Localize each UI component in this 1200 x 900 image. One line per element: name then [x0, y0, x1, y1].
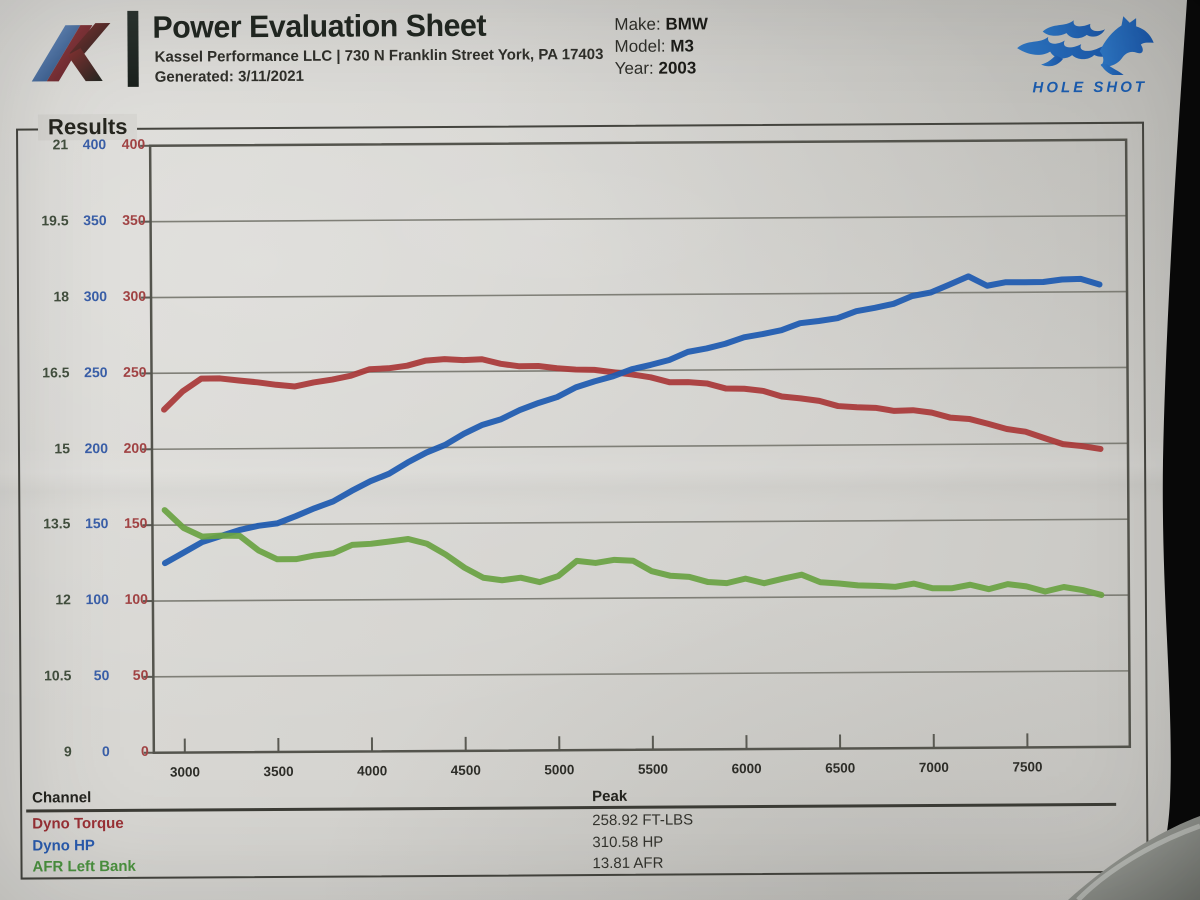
gridline	[151, 442, 1128, 451]
x-axis-tick-label: 4500	[450, 762, 481, 778]
y-axis-tick-row: 13.5 150 150	[34, 515, 148, 532]
holeshot-brand: HOLE SHOT	[999, 10, 1180, 96]
afr-axis-tick-label: 18	[53, 288, 70, 305]
y-axis-tick-row: 18 300 300	[33, 288, 147, 305]
torque-curve	[161, 356, 1104, 452]
afr-axis-tick-label: 9	[63, 743, 72, 760]
torque-axis-tick-label: 50	[132, 666, 149, 683]
vehicle-year-line: Year: 2003	[614, 58, 697, 78]
y-axis-tick-row: 9 0 0	[36, 743, 150, 760]
gridline	[152, 594, 1129, 602]
hp-axis-tick-label: 100	[85, 591, 109, 608]
afr-axis-tick-label: 16.5	[42, 363, 70, 381]
x-axis-tick-label: 3000	[169, 764, 201, 780]
hp-axis-tick-label: 250	[84, 363, 108, 380]
torque-axis-tick-label: 400	[121, 135, 146, 152]
hp-axis-tick-label: 200	[84, 439, 109, 456]
hp-axis-tick-label: 300	[83, 287, 108, 304]
x-axis-tick-label: 5500	[637, 761, 669, 777]
x-axis-tick-label: 6000	[731, 761, 762, 777]
generated-date-line: Generated: 3/11/2021	[154, 67, 305, 86]
hp-axis-tick-label: 0	[101, 743, 110, 760]
table-channel-header: Channel	[32, 789, 92, 807]
y-axis-tick-row: 19.5 350 350	[33, 212, 147, 229]
y-axis-tick-row: 12 100 100	[35, 591, 149, 608]
kassel-k-logo	[31, 22, 111, 82]
y-axis-tick-row: 15 200 200	[34, 439, 148, 456]
x-axis-tick-label: 7000	[918, 759, 949, 776]
channel-label: AFR Left Bank	[32, 857, 136, 876]
afr-axis-tick-label: 15	[54, 439, 71, 456]
afr-curve	[161, 507, 1105, 598]
x-axis-tick-label: 6500	[825, 760, 856, 776]
x-axis-labels: 3000 3500 4000 4500 5000 5500 6000 6500 7000 7500	[0, 0, 1197, 779]
y-axis-labels: 21 400 400 19.5 350 350 18 300 300 16.5 250 250 15 20…	[0, 0, 1197, 760]
table-peak-header: Peak	[592, 787, 628, 806]
x-axis-tick-label: 3500	[263, 763, 294, 780]
hp-axis-tick-label: 400	[82, 136, 107, 153]
hp-curve	[161, 273, 1103, 567]
page-title: Power Evaluation Sheet	[152, 7, 487, 45]
afr-axis-tick-label: 19.5	[41, 212, 69, 229]
channel-label: Dyno HP	[32, 837, 95, 855]
gridline	[151, 290, 1128, 299]
vehicle-info: Make: BMW Model: M3 Year: 2003	[614, 13, 708, 80]
x-axis-tick-label: 4000	[357, 763, 388, 779]
afr-axis-tick-label: 13.5	[43, 515, 71, 532]
header-divider-bar	[127, 10, 139, 87]
company-address-line: Kassel Performance LLC | 730 N Franklin …	[154, 45, 604, 66]
peak-value: 13.81 AFR	[592, 854, 664, 873]
vehicle-make-line: Make: BMW	[614, 14, 708, 34]
peak-table-rows: Dyno Torque 258.92 FT-LBS Dyno HP 310.58 HP…	[0, 0, 1197, 875]
holeshot-brand-name: HOLE SHOT	[1032, 78, 1148, 97]
torque-axis-tick-label: 250	[123, 363, 147, 380]
dyno-chart	[140, 138, 1132, 755]
gridline	[150, 214, 1127, 223]
peak-value: 310.58 HP	[592, 833, 664, 852]
gridline	[152, 518, 1129, 526]
y-axis-tick-row: 16.5 250 250	[33, 363, 147, 380]
hp-axis-tick-label: 50	[93, 667, 110, 684]
torque-axis-tick-label: 0	[140, 742, 149, 759]
torque-axis-tick-label: 350	[122, 211, 146, 228]
hp-axis-tick-label: 350	[83, 211, 107, 229]
channel-label: Dyno Torque	[32, 814, 124, 833]
holeshot-horse-logo	[1017, 16, 1154, 76]
afr-axis-tick-label: 12	[55, 591, 71, 608]
hp-axis-tick-label: 150	[85, 515, 109, 532]
afr-axis-tick-label: 10.5	[44, 667, 72, 684]
gridline	[153, 670, 1130, 678]
torque-axis-tick-label: 100	[124, 591, 148, 608]
afr-axis-tick-label: 21	[52, 136, 69, 153]
y-axis-tick-row: 21 400 400	[32, 136, 146, 153]
x-axis-tick-label: 7500	[1012, 759, 1043, 775]
plot-border	[148, 138, 1132, 755]
torque-axis-tick-label: 300	[122, 287, 147, 304]
vehicle-model-line: Model: M3	[614, 36, 694, 56]
peak-value: 258.92 FT-LBS	[592, 811, 694, 830]
torque-axis-tick-label: 200	[123, 439, 148, 456]
y-axis-tick-row: 10.5 50 50	[35, 667, 149, 684]
x-axis-tick-label: 5000	[544, 762, 575, 778]
torque-axis-tick-label: 150	[124, 515, 148, 532]
